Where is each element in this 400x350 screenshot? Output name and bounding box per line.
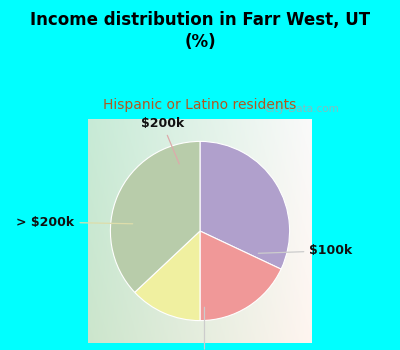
Wedge shape bbox=[135, 231, 200, 321]
Text: $200k: $200k bbox=[141, 117, 184, 164]
Text: > $200k: > $200k bbox=[16, 216, 133, 229]
Text: Income distribution in Farr West, UT
(%): Income distribution in Farr West, UT (%) bbox=[30, 10, 370, 51]
Wedge shape bbox=[200, 141, 290, 269]
Wedge shape bbox=[110, 141, 200, 292]
Text: $100k: $100k bbox=[258, 244, 352, 257]
Wedge shape bbox=[200, 231, 281, 321]
Text: Hispanic or Latino residents: Hispanic or Latino residents bbox=[103, 98, 297, 112]
Text: $75k: $75k bbox=[187, 307, 222, 350]
Text: City-Data.com: City-Data.com bbox=[264, 104, 339, 114]
